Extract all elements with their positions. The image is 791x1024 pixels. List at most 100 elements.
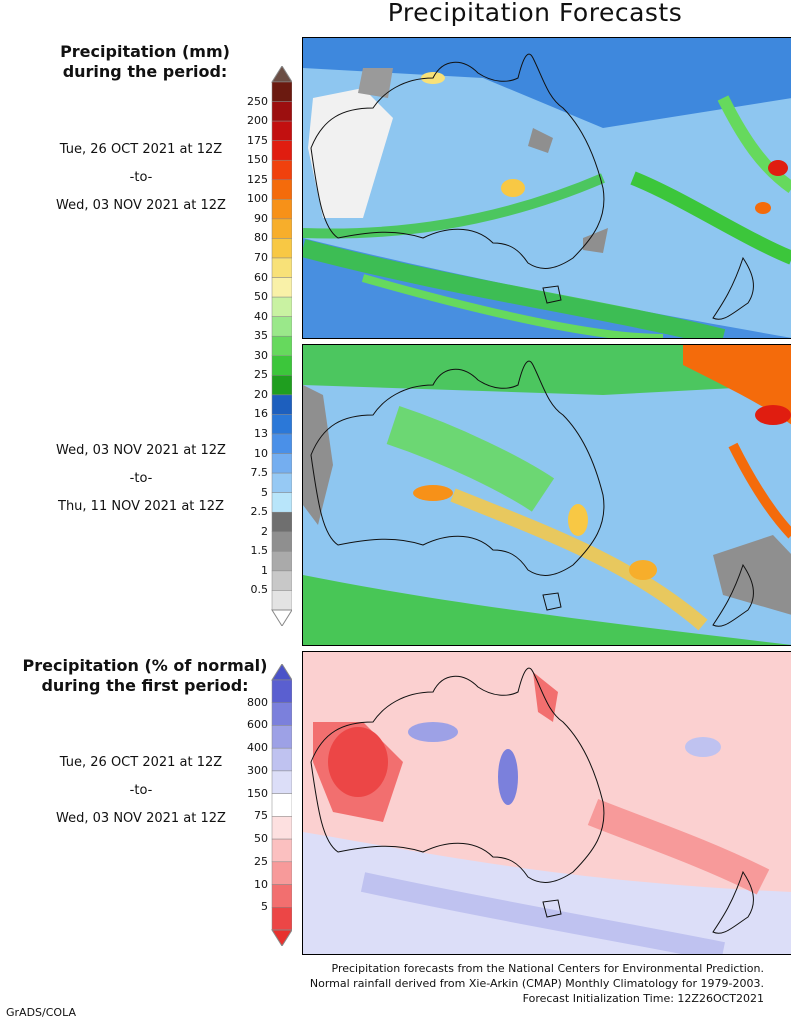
percent-color-scale: 800 600 400 300 150 75 50 25 10 5 (230, 664, 292, 946)
footer-line2: Normal rainfall derived from Xie-Arkin (… (309, 977, 764, 990)
pct-scale-graphic (271, 664, 292, 946)
precip-scale-tick-label: 1.5 (250, 544, 269, 558)
precip-scale-tick-label: 200 (247, 114, 268, 128)
precip-scale-swatch (271, 140, 292, 161)
grads-credit: GrADS/COLA (6, 1006, 76, 1019)
pct-scale-tick-label: 300 (247, 763, 268, 777)
precip-scale-swatch (271, 199, 292, 220)
precip-scale-tick-label: 175 (247, 133, 268, 147)
precip-scale-swatch (271, 81, 292, 102)
precip-heading-line1: Precipitation (mm) (60, 42, 230, 61)
precip-heading: Precipitation (mm) during the period: (0, 42, 290, 82)
pct-scale-swatch (271, 725, 292, 749)
precip-scale-tick-label: 5 (261, 485, 268, 499)
precip-scale-swatch (271, 531, 292, 552)
precip-scale-cap-bottom (271, 609, 292, 626)
precip-scale-swatch (271, 511, 292, 533)
pct-scale-swatch (271, 907, 292, 931)
precip-scale-tick-label: 100 (247, 192, 268, 206)
pct-scale-tick-label: 50 (254, 832, 268, 846)
period2-start: Wed, 03 NOV 2021 at 12Z (56, 443, 226, 458)
precip-scale-tick-label: 250 (247, 94, 268, 108)
precip-scale-tick-label: 16 (254, 407, 268, 421)
anomaly-heading-line2: during the first period: (41, 676, 249, 695)
precip-scale-swatch (271, 159, 292, 181)
precip-heading-line2: during the period: (62, 62, 228, 81)
precip-scale-swatch (271, 375, 292, 396)
pct-scale-swatch (271, 702, 292, 726)
period2-end: Thu, 11 NOV 2021 at 12Z (58, 499, 224, 514)
period1-start: Tue, 26 OCT 2021 at 12Z (59, 142, 223, 157)
precip-map-period2 (302, 344, 791, 646)
anomaly-end: Wed, 03 NOV 2021 at 12Z (56, 811, 226, 826)
precip-scale-swatch (271, 238, 292, 259)
precip-scale-tick-label: 13 (254, 427, 268, 440)
precip-scale-swatch (271, 179, 292, 200)
pct-scale-swatch (271, 884, 292, 908)
precip-scale-swatch (271, 335, 292, 357)
percent-normal-map (302, 651, 791, 955)
precip-scale-tick-label: 10 (254, 446, 268, 460)
precip-scale-swatch (271, 570, 292, 591)
precip-scale-swatch (271, 218, 292, 239)
percent-normal-map-graphic (303, 652, 791, 954)
anomaly-sep: -to- (129, 783, 153, 798)
precip-scale-tick-label: 90 (254, 211, 268, 225)
pct-scale-cap-top (271, 664, 292, 681)
pct-scale-swatch (271, 816, 292, 840)
precip-scale-tick-label: 70 (254, 251, 268, 264)
precip-scale-graphic (271, 66, 292, 626)
precip-scale-tick-label: 20 (254, 387, 268, 401)
footer-line3: Forecast Initialization Time: 12Z26OCT20… (522, 992, 764, 1005)
pct-scale-tick-label: 600 (247, 718, 268, 732)
footer-notes: Precipitation forecasts from the Nationa… (310, 961, 764, 1006)
period1-end: Wed, 03 NOV 2021 at 12Z (56, 198, 226, 213)
precip-map-period2-graphic (303, 345, 791, 645)
pct-scale-tick-label: 75 (254, 809, 268, 823)
pct-scale-swatch (271, 747, 292, 772)
anomaly-heading-line1: Precipitation (% of normal) (22, 656, 268, 675)
precip-scale-swatch (271, 590, 292, 611)
precip-scale-tick-label: 2.5 (250, 505, 269, 519)
precip-map-period1-graphic (303, 38, 791, 338)
pct-scale-tick-label: 25 (254, 854, 268, 868)
precip-scale-swatch (271, 355, 292, 376)
pct-scale-cap-bottom (271, 929, 292, 946)
precip-scale-swatch (271, 551, 292, 572)
precip-scale-swatch (271, 472, 292, 493)
period2-sep: -to- (129, 471, 153, 486)
page-title: Precipitation Forecasts (387, 0, 683, 27)
precip-scale-tick-label: 125 (247, 172, 268, 186)
period1-sep: -to- (129, 170, 153, 185)
pct-scale-swatch (271, 793, 292, 817)
precip-scale-swatch (271, 394, 292, 415)
precip-scale-tick-label: 7.5 (250, 466, 269, 480)
precip-scale-tick-label: 60 (254, 270, 268, 284)
pct-scale-swatch (271, 679, 292, 703)
precip-scale-swatch (271, 101, 292, 122)
pct-scale-swatch (271, 861, 292, 885)
precip-scale-tick-label: 40 (254, 309, 268, 323)
precip-scale-swatch (271, 120, 292, 141)
precip-scale-swatch (271, 257, 292, 278)
precip-scale-tick-label: 80 (254, 231, 268, 245)
precip-scale-tick-label: 30 (254, 348, 268, 362)
precip-scale-tick-label: 1 (261, 563, 268, 577)
precip-scale-swatch (271, 414, 292, 435)
precip-scale-tick-label: 150 (247, 153, 268, 167)
precip-scale-swatch (271, 453, 292, 474)
precip-scale-swatch (271, 433, 292, 454)
precip-scale-swatch (271, 492, 292, 513)
pct-scale-tick-label: 800 (247, 695, 268, 709)
pct-scale-tick-label: 10 (254, 877, 268, 891)
precip-scale-swatch (271, 316, 292, 337)
precip-scale-tick-label: 50 (254, 290, 268, 304)
precip-scale-tick-label: 35 (254, 329, 268, 343)
pct-scale-tick-label: 400 (247, 741, 268, 755)
precip-scale-tick-label: 2 (261, 524, 268, 538)
pct-scale-swatch (271, 838, 292, 863)
pct-scale-swatch (271, 770, 292, 794)
footer-line1: Precipitation forecasts from the Nationa… (331, 962, 765, 975)
anomaly-heading: Precipitation (% of normal) during the f… (0, 656, 290, 696)
precip-scale-tick-label: 25 (254, 368, 268, 382)
